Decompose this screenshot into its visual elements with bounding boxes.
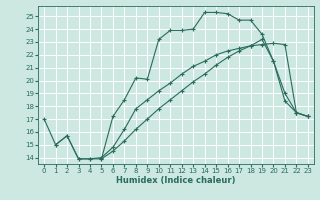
X-axis label: Humidex (Indice chaleur): Humidex (Indice chaleur) [116,176,236,185]
